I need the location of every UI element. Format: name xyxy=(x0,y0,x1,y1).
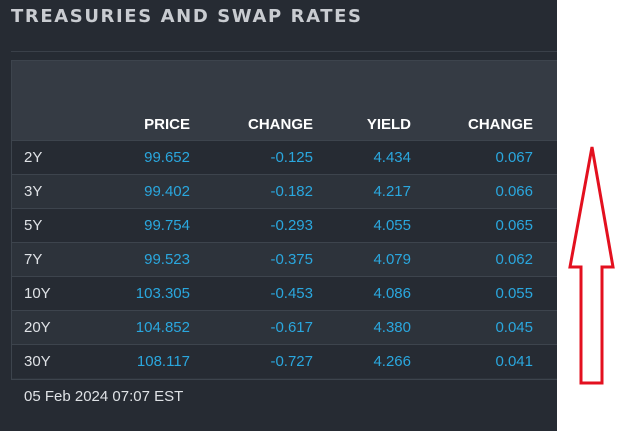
table-row: 30Y 108.117 -0.727 4.266 0.041 xyxy=(12,344,557,378)
tenor-cell: 10Y xyxy=(24,284,51,302)
price-change-cell: -0.453 xyxy=(270,284,313,302)
column-header-tenor xyxy=(12,61,70,140)
yield-cell: 4.266 xyxy=(373,352,411,370)
price-cell: 99.652 xyxy=(144,148,190,166)
column-spacer xyxy=(533,61,557,140)
yield-cell: 4.434 xyxy=(373,148,411,166)
table-row: 10Y 103.305 -0.453 4.086 0.055 xyxy=(12,276,557,310)
table-row: 2Y 99.652 -0.125 4.434 0.067 xyxy=(12,140,557,174)
table-row: 3Y 99.402 -0.182 4.217 0.066 xyxy=(12,174,557,208)
tenor-cell: 3Y xyxy=(24,182,43,200)
yield-cell: 4.217 xyxy=(373,182,411,200)
row-spacer xyxy=(533,276,557,310)
yield-change-cell: 0.045 xyxy=(495,318,533,336)
up-arrow-outline xyxy=(568,146,615,385)
yield-change-cell: 0.055 xyxy=(495,284,533,302)
price-cell: 99.754 xyxy=(144,216,190,234)
table-row: 5Y 99.754 -0.293 4.055 0.065 xyxy=(12,208,557,242)
yield-cell: 4.380 xyxy=(373,318,411,336)
yield-change-cell: 0.041 xyxy=(495,352,533,370)
yield-change-cell: 0.066 xyxy=(495,182,533,200)
price-change-cell: -0.293 xyxy=(270,216,313,234)
tenor-cell: 5Y xyxy=(24,216,43,234)
row-spacer xyxy=(533,174,557,208)
row-spacer xyxy=(533,208,557,242)
yield-change-cell: 0.062 xyxy=(495,250,533,268)
row-spacer xyxy=(533,140,557,174)
treasuries-widget: TREASURIES AND SWAP RATES PRICE CHANGE Y… xyxy=(0,0,557,431)
price-change-cell: -0.727 xyxy=(270,352,313,370)
widget-title: TREASURIES AND SWAP RATES xyxy=(11,6,363,27)
tenor-cell: 2Y xyxy=(24,148,43,166)
tenor-cell: 7Y xyxy=(24,250,43,268)
title-divider xyxy=(11,51,557,52)
price-change-cell: -0.182 xyxy=(270,182,313,200)
row-spacer xyxy=(533,242,557,276)
yield-change-cell: 0.065 xyxy=(495,216,533,234)
price-cell: 99.523 xyxy=(144,250,190,268)
yield-cell: 4.086 xyxy=(373,284,411,302)
price-change-cell: -0.375 xyxy=(270,250,313,268)
table-row: 7Y 99.523 -0.375 4.079 0.062 xyxy=(12,242,557,276)
column-header-price-change: CHANGE xyxy=(247,115,313,133)
price-cell: 104.852 xyxy=(135,318,190,336)
price-cell: 99.402 xyxy=(144,182,190,200)
table-row: 20Y 104.852 -0.617 4.380 0.045 xyxy=(12,310,557,344)
tenor-cell: 30Y xyxy=(24,352,51,370)
row-spacer xyxy=(533,310,557,344)
price-change-cell: -0.125 xyxy=(270,148,313,166)
row-spacer xyxy=(533,344,557,378)
rates-table: PRICE CHANGE YIELD CHANGE 2Y 99.652 -0.1… xyxy=(12,61,557,378)
yield-change-cell: 0.067 xyxy=(495,148,533,166)
column-header-price: PRICE xyxy=(144,115,190,133)
price-change-cell: -0.617 xyxy=(270,318,313,336)
table-header-row: PRICE CHANGE YIELD CHANGE xyxy=(12,61,557,140)
yield-cell: 4.079 xyxy=(373,250,411,268)
column-header-yield: YIELD xyxy=(366,115,411,133)
price-cell: 103.305 xyxy=(135,284,190,302)
rates-table-container: PRICE CHANGE YIELD CHANGE 2Y 99.652 -0.1… xyxy=(11,60,557,380)
last-updated-timestamp: 05 Feb 2024 07:07 EST xyxy=(24,388,184,405)
yield-cell: 4.055 xyxy=(373,216,411,234)
tenor-cell: 20Y xyxy=(24,318,51,336)
price-cell: 108.117 xyxy=(136,352,190,370)
up-arrow-icon xyxy=(568,146,615,385)
column-header-yield-change: CHANGE xyxy=(467,115,533,133)
